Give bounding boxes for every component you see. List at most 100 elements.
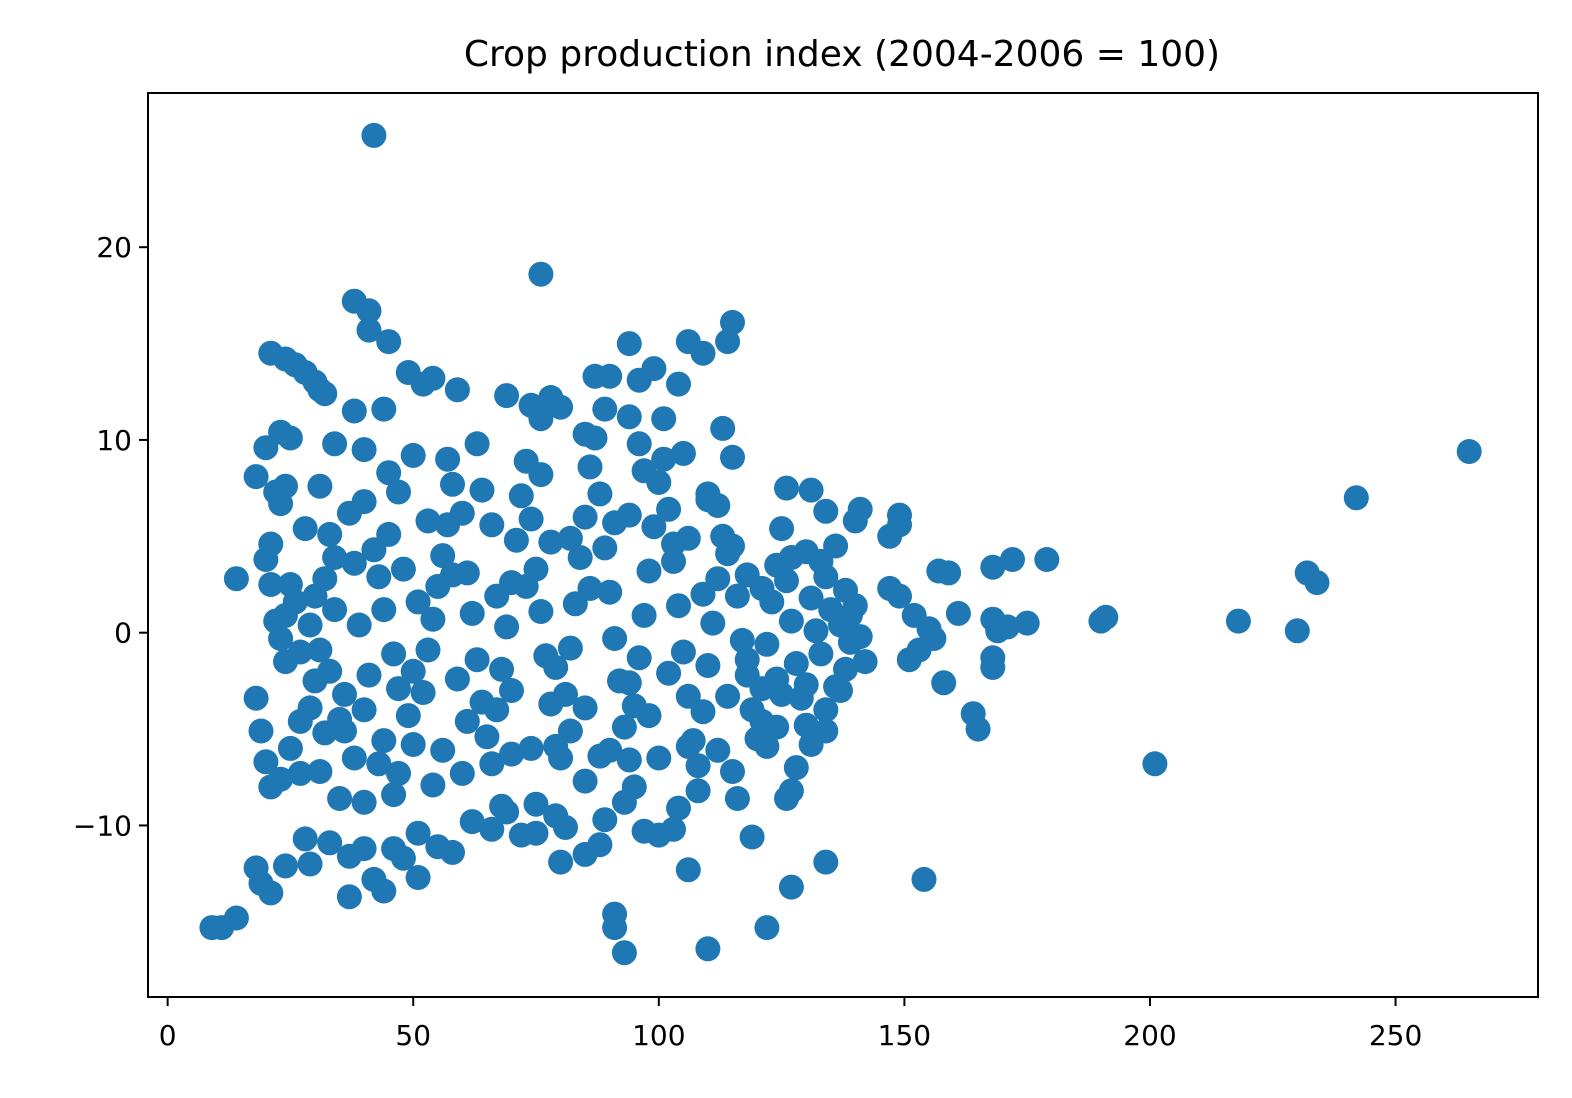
data-point bbox=[783, 755, 809, 781]
data-point bbox=[739, 697, 765, 723]
data-point bbox=[616, 670, 642, 696]
data-point bbox=[292, 826, 318, 852]
data-point bbox=[813, 849, 839, 875]
data-point bbox=[661, 816, 686, 842]
data-point bbox=[449, 500, 475, 526]
data-point bbox=[297, 695, 323, 721]
data-point bbox=[847, 624, 873, 650]
data-point bbox=[381, 641, 407, 667]
x-tick-label: 250 bbox=[1369, 1019, 1422, 1052]
points-layer bbox=[199, 122, 1482, 966]
data-point bbox=[366, 751, 392, 777]
data-point bbox=[444, 377, 470, 403]
data-point bbox=[1142, 751, 1168, 777]
data-point bbox=[356, 298, 382, 324]
x-tick-label: 100 bbox=[632, 1019, 685, 1052]
data-point bbox=[980, 654, 1006, 680]
data-point bbox=[616, 404, 642, 430]
data-point bbox=[798, 585, 824, 611]
data-point bbox=[621, 774, 647, 800]
data-point bbox=[744, 726, 770, 752]
data-point bbox=[572, 695, 598, 721]
data-point bbox=[410, 680, 436, 705]
data-point bbox=[405, 820, 431, 846]
data-point bbox=[557, 635, 583, 661]
data-point bbox=[666, 371, 691, 397]
y-tick-label: 0 bbox=[114, 617, 132, 650]
y-tick-label: 20 bbox=[96, 231, 132, 264]
data-point bbox=[852, 649, 878, 675]
data-point bbox=[430, 737, 456, 763]
data-point bbox=[631, 602, 657, 628]
data-point bbox=[690, 340, 716, 366]
data-point bbox=[715, 329, 741, 355]
data-point bbox=[449, 760, 475, 786]
data-point bbox=[995, 614, 1020, 640]
data-point bbox=[523, 791, 549, 817]
data-point bbox=[489, 656, 515, 682]
data-point bbox=[724, 786, 750, 811]
data-point bbox=[356, 317, 382, 343]
data-point bbox=[484, 697, 510, 723]
data-point bbox=[1284, 618, 1310, 644]
data-point bbox=[553, 681, 578, 707]
data-point bbox=[292, 516, 318, 542]
data-point bbox=[513, 573, 539, 599]
data-point bbox=[440, 839, 465, 865]
data-point bbox=[415, 508, 441, 534]
data-point bbox=[494, 383, 520, 409]
data-point bbox=[332, 718, 357, 744]
data-point bbox=[592, 807, 618, 833]
data-point bbox=[734, 647, 760, 673]
data-point bbox=[553, 814, 578, 840]
data-point bbox=[435, 446, 461, 472]
data-point bbox=[322, 431, 348, 457]
data-point bbox=[1093, 604, 1119, 630]
data-point bbox=[666, 593, 691, 619]
data-point bbox=[793, 712, 819, 738]
data-point bbox=[690, 581, 716, 607]
data-point bbox=[444, 666, 470, 692]
data-point bbox=[351, 836, 377, 862]
data-point bbox=[778, 545, 804, 570]
data-point bbox=[577, 454, 603, 480]
data-point bbox=[592, 535, 618, 561]
data-point bbox=[749, 575, 775, 601]
data-point bbox=[670, 440, 696, 466]
data-point bbox=[656, 660, 682, 686]
data-point bbox=[523, 820, 549, 846]
x-tick-label: 200 bbox=[1123, 1019, 1176, 1052]
data-point bbox=[508, 483, 534, 509]
data-point bbox=[661, 531, 686, 557]
data-point bbox=[936, 560, 962, 586]
data-point bbox=[754, 631, 780, 657]
data-point bbox=[720, 309, 745, 335]
data-point bbox=[317, 521, 343, 547]
data-point bbox=[386, 676, 411, 702]
data-point bbox=[587, 743, 613, 769]
data-point bbox=[641, 356, 667, 382]
data-point bbox=[356, 662, 382, 688]
data-point bbox=[390, 556, 416, 582]
data-point bbox=[464, 647, 490, 673]
data-point bbox=[322, 597, 348, 623]
data-point bbox=[489, 793, 515, 819]
data-point bbox=[823, 674, 849, 700]
x-tick-label: 150 bbox=[878, 1019, 931, 1052]
data-point bbox=[587, 481, 613, 507]
data-point bbox=[376, 460, 402, 486]
data-point bbox=[484, 583, 510, 609]
data-point bbox=[351, 789, 377, 815]
data-point bbox=[813, 697, 839, 723]
data-point bbox=[371, 728, 397, 754]
data-point bbox=[277, 572, 303, 597]
data-point bbox=[361, 537, 387, 563]
data-point bbox=[1456, 439, 1482, 464]
data-point bbox=[528, 599, 554, 624]
data-point bbox=[720, 759, 745, 784]
data-point bbox=[602, 915, 628, 941]
data-point bbox=[440, 562, 465, 588]
data-point bbox=[808, 641, 834, 667]
data-point bbox=[415, 637, 441, 663]
data-point bbox=[253, 435, 279, 461]
